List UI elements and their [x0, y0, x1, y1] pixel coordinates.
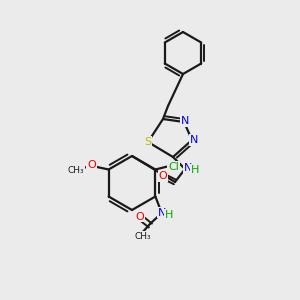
Text: CH₃: CH₃: [67, 166, 84, 175]
Text: N: N: [181, 116, 189, 126]
Text: N: N: [158, 208, 166, 218]
Text: S: S: [144, 137, 152, 147]
Text: CH₃: CH₃: [134, 232, 151, 241]
Text: H: H: [165, 209, 174, 220]
Text: H: H: [191, 165, 199, 175]
Text: Cl: Cl: [168, 161, 179, 172]
Text: O: O: [135, 212, 144, 221]
Text: N: N: [184, 163, 192, 173]
Text: O: O: [159, 171, 167, 181]
Text: O: O: [87, 160, 96, 170]
Text: N: N: [190, 135, 198, 145]
